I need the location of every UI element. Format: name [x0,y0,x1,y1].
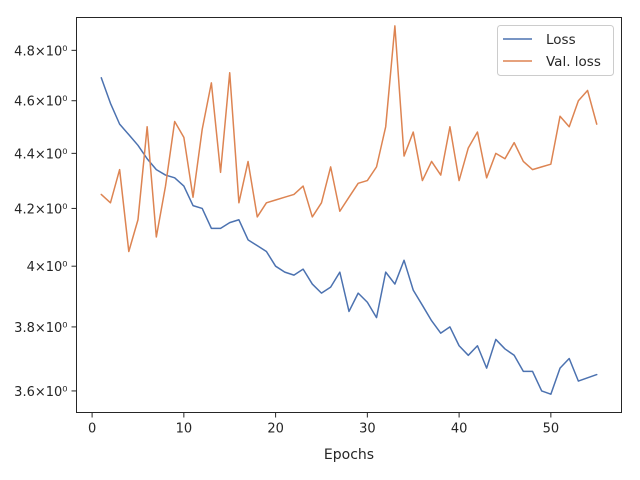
y-tick-label: 4.4×10⁰ [14,147,67,162]
legend-box [497,25,614,76]
y-tick-label: 3.6×10⁰ [14,385,67,400]
y-tick-label: 4×10⁰ [27,260,68,275]
legend-label: Loss [546,32,576,48]
plot-area-frame [76,17,622,413]
y-tick-label: 4.6×10⁰ [14,95,67,110]
series-line-val-loss [100,25,598,253]
x-axis: 0 10 20 30 40 50 [88,412,560,437]
x-tick-label: 30 [359,422,376,437]
x-tick-label: 50 [543,422,560,437]
legend-label: Val. loss [546,54,601,70]
x-axis-label: Epochs [324,447,374,463]
x-tick-label: 20 [267,422,284,437]
y-tick-label: 4.8×10⁰ [14,44,67,59]
y-axis: 3.6×10⁰ 3.8×10⁰ 4×10⁰ 4.2×10⁰ 4.4×10⁰ 4.6×10⁰… [14,44,77,400]
legend: Loss Val. loss [497,25,614,76]
series-line-loss [100,77,598,395]
series-lines [100,25,598,395]
x-tick-label: 0 [88,422,96,437]
y-tick-label: 4.2×10⁰ [14,202,67,217]
x-tick-label: 10 [176,422,193,437]
x-tick-label: 40 [451,422,468,437]
y-tick-label: 3.8×10⁰ [14,321,67,336]
